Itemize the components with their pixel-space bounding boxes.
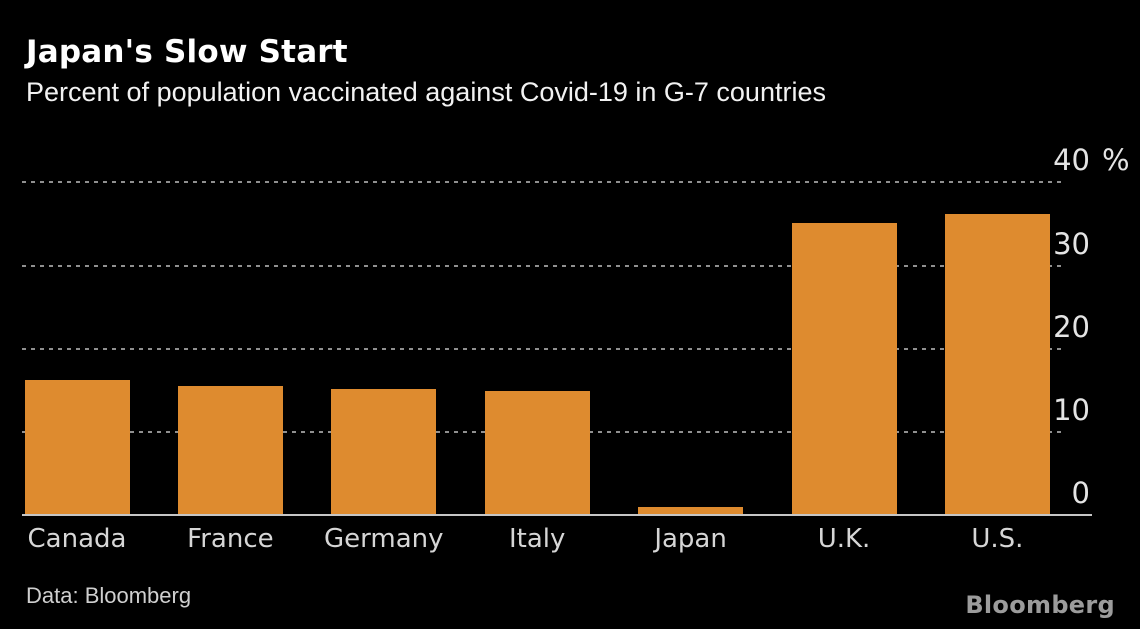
y-axis-tick-label: 30 [1053,226,1090,261]
bar-germany [331,389,437,514]
bar-japan [638,506,744,514]
x-axis-label: France [187,524,274,554]
bar-uk [791,222,897,514]
y-gridline [22,181,1063,184]
bloomberg-logo: Bloomberg [965,591,1115,619]
x-axis-line [22,514,1092,516]
y-axis-tick-label: 40 [1053,143,1090,178]
data-source-note: Data: Bloomberg [26,583,192,608]
y-axis-tick-label: 0 [1071,476,1090,510]
x-axis-label: U.S. [971,524,1024,554]
y-gridline [22,347,1063,350]
bar-italy [484,390,590,514]
x-axis-label: Germany [324,524,444,554]
y-gridline [22,264,1063,267]
bar-us [944,213,1050,514]
chart-title: Japan's Slow Start [26,34,348,70]
x-axis-label: U.K. [817,524,871,554]
bar-canada [24,380,130,514]
bar-france [177,385,283,514]
x-axis-label: Italy [508,524,566,554]
chart-subtitle: Percent of population vaccinated against… [26,77,826,107]
x-axis-label: Canada [27,524,127,554]
y-axis-tick-label: 10 [1053,392,1090,427]
x-axis-label: Japan [654,524,727,554]
y-axis-tick-label: 20 [1053,309,1090,344]
y-axis-unit-label: % [1102,143,1130,178]
